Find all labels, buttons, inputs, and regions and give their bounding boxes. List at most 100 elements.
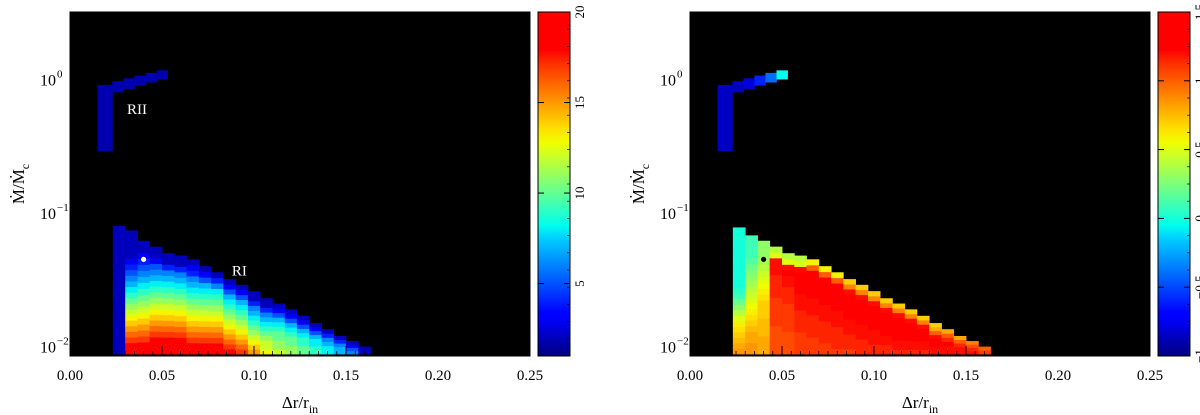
- left-ri-cell: [186, 309, 200, 316]
- right-ri-cell: [867, 300, 881, 307]
- left-ri-cell: [296, 341, 310, 346]
- left-ri-cell: [149, 246, 163, 253]
- right-ri-cell: [892, 340, 906, 346]
- right-ri-cell: [794, 255, 807, 262]
- right-ri-cell: [757, 336, 771, 343]
- right-ri-cell: [769, 269, 783, 276]
- right-ri-cell: [794, 277, 807, 284]
- right-ri-cell: [732, 342, 746, 349]
- right-ri-cell: [831, 332, 844, 339]
- left-ri-cell: [174, 326, 187, 333]
- left-colorbar-tick-label: 10: [572, 187, 587, 200]
- left-ri-cell: [235, 289, 249, 296]
- left-ri-cell: [162, 331, 175, 338]
- left-ri-cell: [296, 324, 310, 329]
- right-ri-cell: [782, 292, 795, 299]
- left-ri-cell: [284, 309, 298, 315]
- left-ri-cell: [272, 331, 286, 337]
- left-ri-cell: [223, 294, 236, 300]
- left-ri-cell: [125, 331, 138, 338]
- left-ri-cell: [137, 282, 151, 289]
- right-ri-cell: [880, 312, 893, 318]
- right-ri-cell: [818, 299, 832, 305]
- right-ri-cell: [843, 319, 856, 325]
- left-ri-cell: [211, 299, 224, 306]
- right-ri-cell: [806, 342, 820, 349]
- right-y-axis-label: Ṁ/Ṁc: [629, 164, 652, 204]
- left-ri-cell: [112, 253, 126, 260]
- right-ri-cell: [880, 302, 893, 308]
- right-ri-cell: [806, 270, 820, 277]
- left-ri-cell: [112, 225, 126, 232]
- left-ri-cell: [125, 348, 138, 355]
- right-ri-cell: [769, 297, 783, 304]
- right-ri-cell: [843, 294, 856, 300]
- left-ri-cell: [125, 258, 138, 265]
- right-ri-cell: [892, 312, 906, 318]
- left-ri-cell: [211, 288, 224, 295]
- right-ri-cell: [867, 310, 881, 316]
- left-colorbar-tick-label: 15: [572, 96, 587, 109]
- right-ri-cell: [818, 310, 832, 316]
- right-ri-cell: [843, 299, 856, 305]
- right-ri-cell: [794, 293, 807, 300]
- left-ri-cell: [284, 345, 298, 350]
- left-ri-cell: [321, 333, 335, 338]
- right-ri-cell: [831, 321, 844, 328]
- left-ri-cell: [112, 270, 126, 277]
- right-ri-cell: [782, 270, 795, 277]
- right-ri-cell: [966, 350, 979, 355]
- right-ri-cell: [818, 337, 832, 344]
- right-ri-cell: [732, 320, 746, 327]
- right-ri-cell: [843, 324, 856, 330]
- right-colorbar-tick-label: 0: [1192, 215, 1200, 222]
- right-ri-cell: [880, 298, 893, 304]
- right-ri-cell: [831, 288, 844, 295]
- left-ri-cell: [125, 320, 138, 327]
- left-x-tick-label: 0.20: [425, 368, 451, 384]
- left-ri-cell: [260, 312, 273, 318]
- right-ri-cell: [892, 331, 906, 337]
- right-ri-cell: [904, 340, 918, 346]
- right-ri-cell: [904, 313, 918, 319]
- right-ri-cell: [806, 348, 820, 355]
- left-annotation-rii: RII: [127, 102, 147, 118]
- right-ri-cell: [843, 309, 856, 315]
- right-ri-cell: [831, 315, 844, 322]
- left-ri-cell: [284, 313, 298, 319]
- left-ri-cell: [149, 274, 163, 281]
- left-ri-cell: [333, 339, 347, 344]
- svg-text:Ṁ/Ṁc: Ṁ/Ṁc: [629, 164, 652, 204]
- left-colorbar: [537, 11, 571, 357]
- right-heatmap-cells: [717, 70, 991, 355]
- svg-text:Ṁ/Ṁc: Ṁ/Ṁc: [9, 164, 32, 204]
- left-ri-cell: [162, 320, 175, 327]
- left-ri-cell: [198, 315, 212, 322]
- left-rii-cell: [123, 78, 135, 89]
- right-ri-cell: [732, 298, 746, 305]
- left-ri-cell: [137, 270, 151, 277]
- left-ri-cell: [137, 306, 151, 313]
- right-ri-cell: [745, 252, 758, 259]
- left-ri-cell: [112, 309, 126, 316]
- left-ylabel-main: Ṁ/Ṁ: [9, 169, 28, 204]
- right-ri-cell: [867, 315, 881, 321]
- right-ri-cell: [953, 336, 967, 340]
- left-ri-cell: [211, 332, 224, 339]
- left-ri-cell: [186, 259, 200, 266]
- left-ri-cell: [235, 299, 249, 305]
- right-ri-cell: [806, 326, 820, 333]
- left-ri-cell: [174, 304, 187, 311]
- left-ri-cell: [137, 294, 151, 301]
- left-ri-cell: [198, 304, 212, 311]
- left-ri-cell: [247, 310, 261, 316]
- right-ri-cell: [806, 292, 820, 299]
- right-ri-cell: [806, 287, 820, 294]
- left-ri-cell: [149, 314, 163, 321]
- left-ri-cell: [137, 330, 151, 337]
- left-ri-cell: [272, 303, 286, 309]
- right-ri-cell: [941, 345, 955, 351]
- left-ri-cell: [112, 326, 126, 333]
- left-ri-cell: [186, 326, 200, 333]
- left-y-tick-exponent: −1: [57, 202, 69, 214]
